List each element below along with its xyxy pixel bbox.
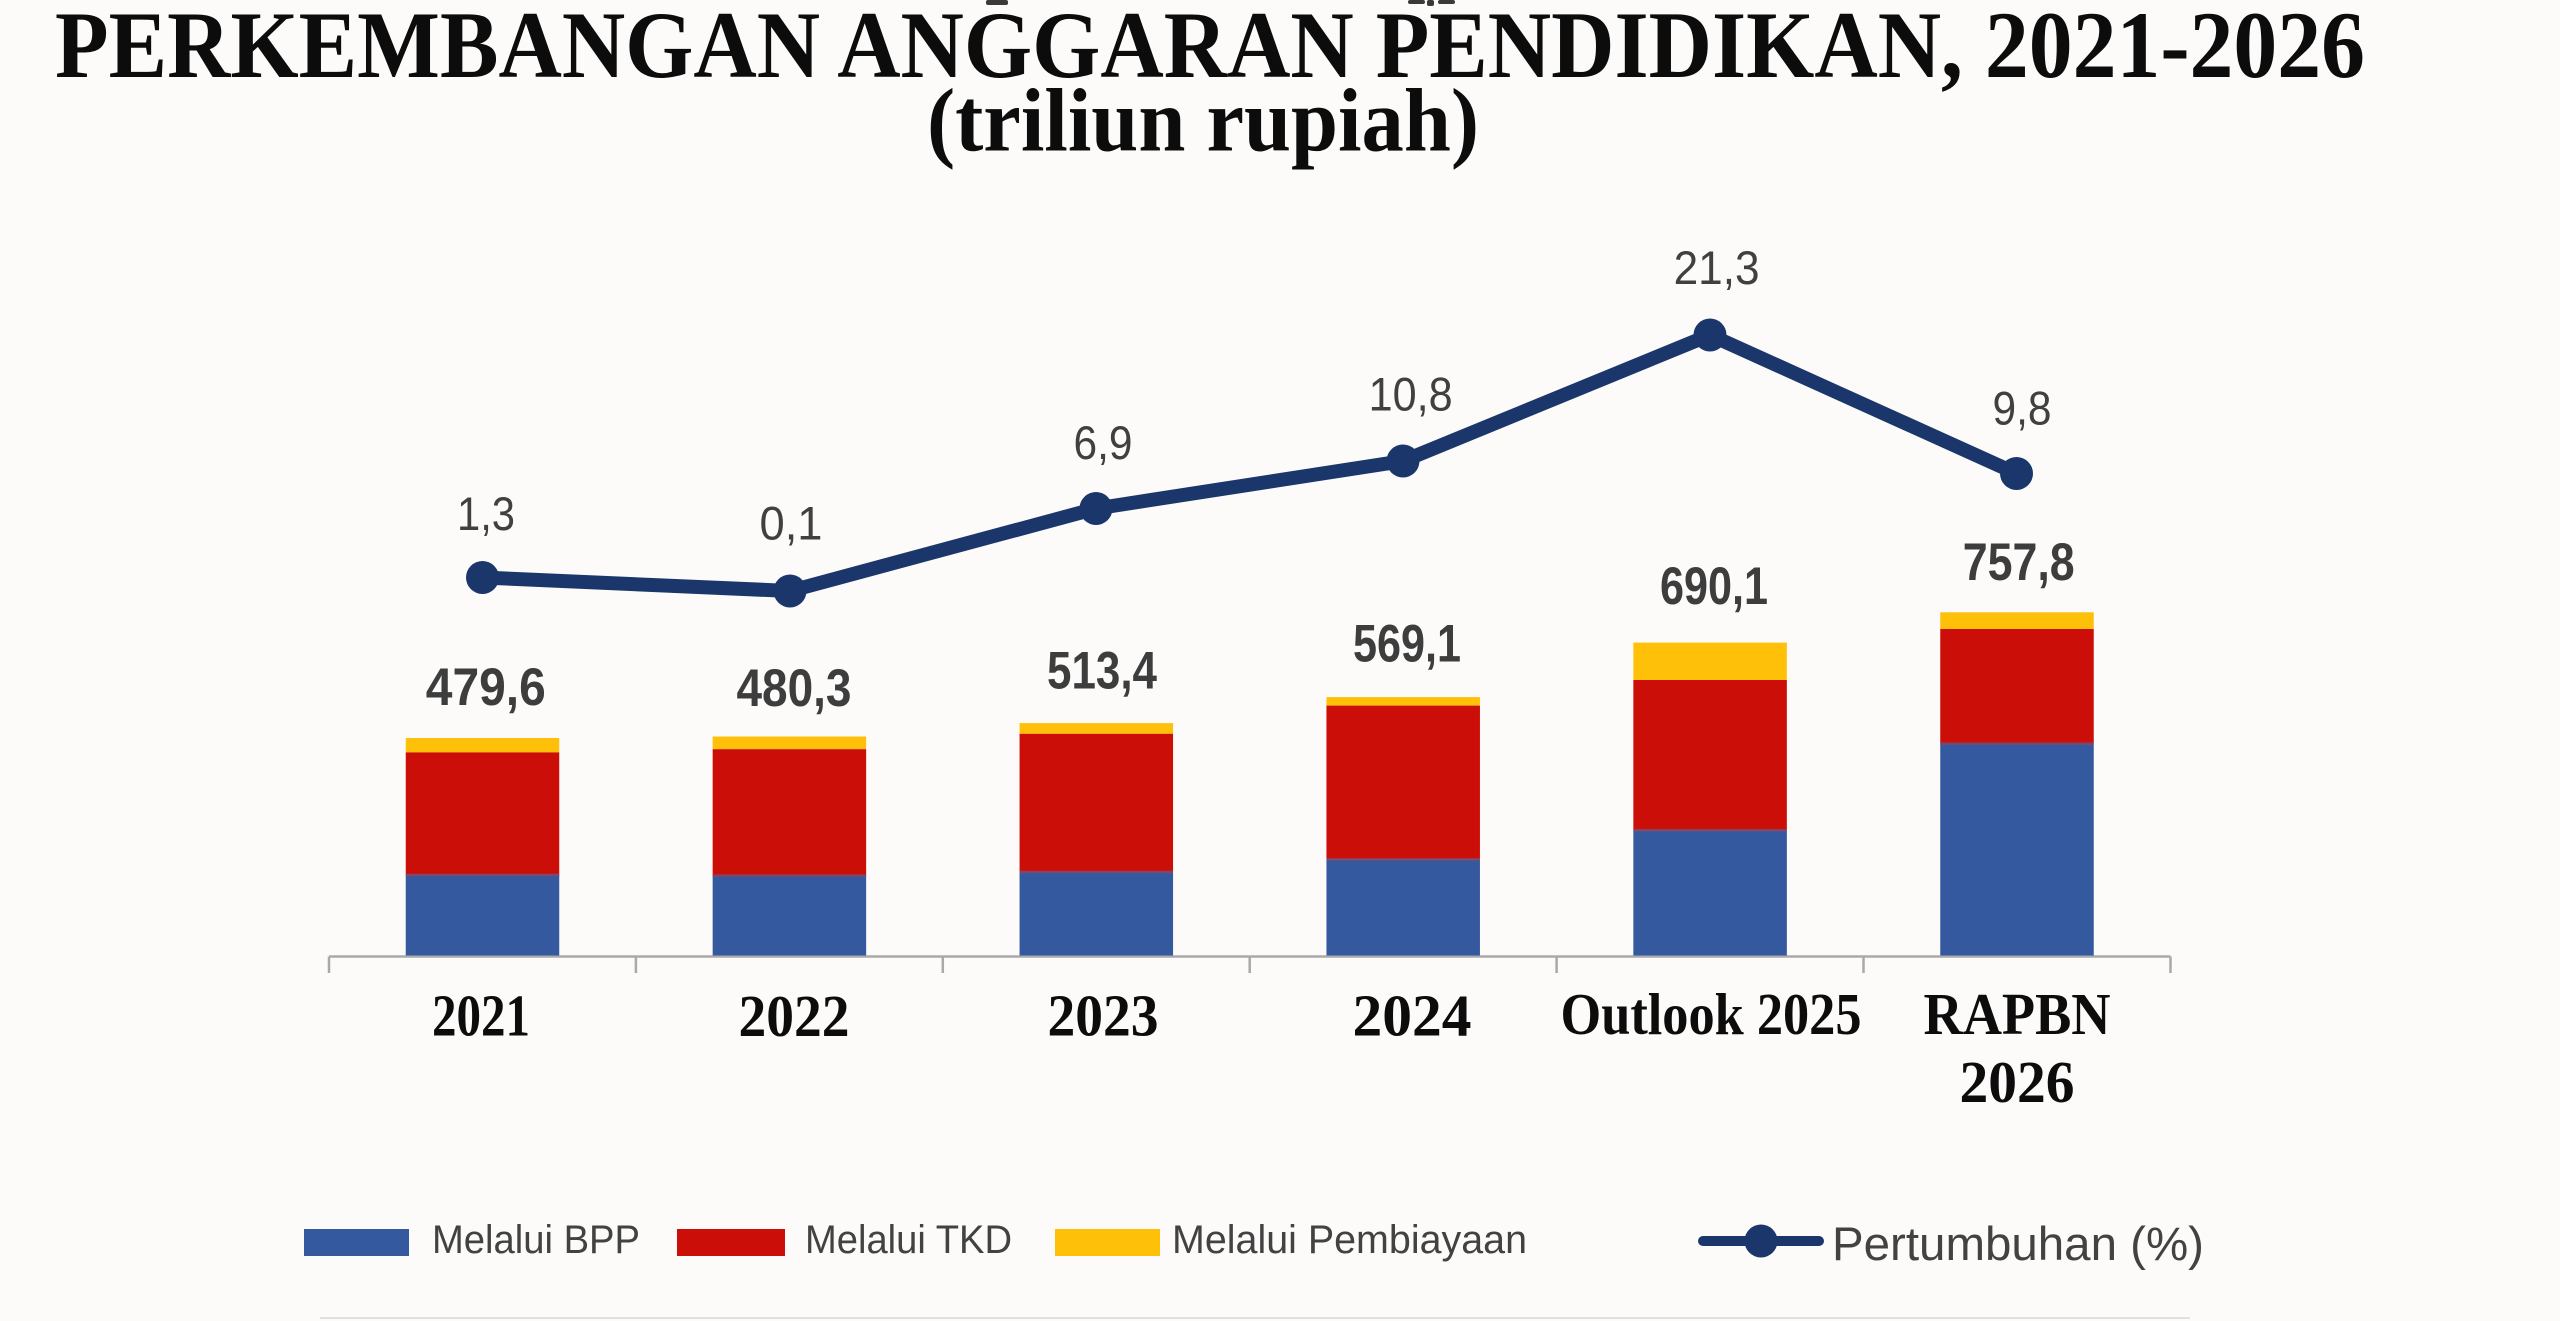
svg-text:2024: 2024 <box>1353 982 1472 1048</box>
svg-text:6,9: 6,9 <box>1074 416 1133 469</box>
svg-text:Pertumbuhan (%): Pertumbuhan (%) <box>1832 1218 2204 1271</box>
svg-text:2022: 2022 <box>739 983 850 1049</box>
svg-text:Melalui Pembiayaan: Melalui Pembiayaan <box>1172 1218 1527 1262</box>
svg-text:(triliun rupiah): (triliun rupiah) <box>927 72 1479 171</box>
svg-text:Melalui BPP: Melalui BPP <box>432 1218 640 1262</box>
svg-text:2023: 2023 <box>1048 983 1159 1049</box>
svg-text:2021: 2021 <box>432 983 530 1049</box>
svg-text:690,1: 690,1 <box>1660 557 1768 616</box>
svg-text:513,4: 513,4 <box>1047 642 1157 701</box>
svg-text:9,8: 9,8 <box>1993 382 2052 435</box>
svg-text:21,3: 21,3 <box>1674 241 1760 294</box>
svg-text:479,6: 479,6 <box>426 658 546 717</box>
svg-text:569,1: 569,1 <box>1353 615 1461 674</box>
svg-text:2026: 2026 <box>1960 1049 2075 1115</box>
svg-text:Melalui TKD: Melalui TKD <box>805 1218 1012 1262</box>
svg-text:757,8: 757,8 <box>1963 533 2075 592</box>
svg-text:1,3: 1,3 <box>457 487 515 540</box>
svg-text:480,3: 480,3 <box>737 659 852 718</box>
svg-text:Outlook 2025: Outlook 2025 <box>1561 981 1862 1047</box>
svg-text:RAPBN: RAPBN <box>1924 981 2111 1047</box>
svg-text:PERKEMBANGAN ANGGARAN PENDIDIK: PERKEMBANGAN ANGGARAN PENDIDIKAN, 2021-2… <box>55 0 2365 98</box>
svg-text:0,1: 0,1 <box>760 497 823 550</box>
svg-text:10,8: 10,8 <box>1369 368 1453 421</box>
